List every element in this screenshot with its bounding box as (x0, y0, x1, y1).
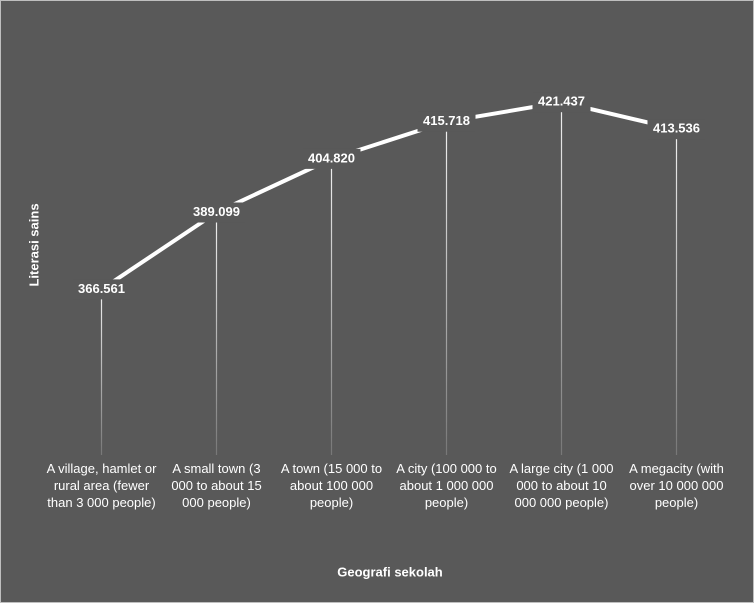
data-label: 366.561 (78, 281, 125, 296)
data-label: 413.536 (653, 121, 700, 136)
x-tick-label: A village, hamlet or rural area (fewer t… (46, 461, 157, 510)
y-axis-title: Literasi sains (26, 203, 41, 286)
data-label: 421.437 (538, 94, 585, 109)
drop-line (445, 121, 448, 455)
drop-line (330, 158, 333, 456)
x-tick-label: A megacity (with over 10 000 000 people) (629, 461, 724, 510)
data-label-bg (187, 202, 246, 223)
data-label: 415.718 (423, 113, 470, 128)
data-label: 389.099 (193, 204, 240, 219)
data-label-bg (647, 119, 706, 140)
data-label-bg (72, 279, 131, 300)
x-tick-label: A town (15 000 to about 100 000 people) (280, 461, 383, 510)
drop-line (560, 102, 563, 456)
data-label-bg (302, 148, 361, 169)
data-label-bg (532, 92, 591, 113)
x-tick-label: A small town (3 000 to about 15 000 peop… (171, 461, 262, 510)
data-label-bg (417, 111, 476, 132)
x-axis-title: Geografi sekolah (337, 564, 443, 579)
x-tick-label: A city (100 000 to about 1 000 000 peopl… (396, 461, 497, 510)
drop-line (100, 289, 103, 455)
drop-line (675, 129, 678, 456)
data-label: 404.820 (308, 150, 355, 165)
drop-line (215, 212, 218, 455)
x-tick-label: A large city (1 000 000 to about 10 000 … (509, 461, 614, 510)
